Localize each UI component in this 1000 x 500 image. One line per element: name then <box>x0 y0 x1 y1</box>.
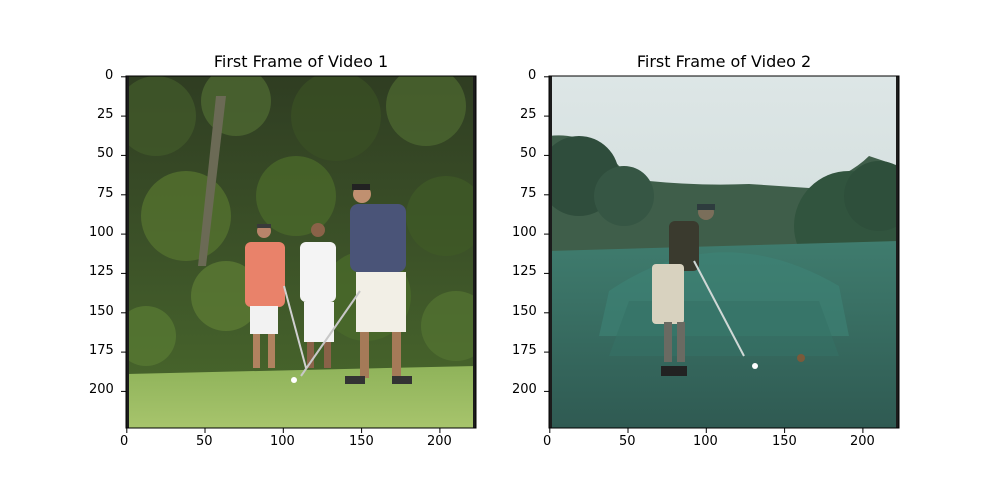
panel-1-x-tick-2: 100 <box>270 434 295 449</box>
panel-2-axes <box>544 75 900 433</box>
panel-2-y-tick-0: 0 <box>528 68 537 83</box>
panel-1-y-tick-8: 200 <box>89 382 114 397</box>
panel-2-y-tick-4: 100 <box>512 225 537 240</box>
panel-1-y-tick-7: 175 <box>89 343 114 358</box>
panel-1-y-tick-0: 0 <box>105 68 114 83</box>
panel-1-title: First Frame of Video 1 <box>213 52 389 71</box>
panel-2-y-tick-6: 150 <box>512 304 537 319</box>
panel-1-y-tick-6: 150 <box>89 304 114 319</box>
panel-2-title: First Frame of Video 2 <box>636 52 812 71</box>
panel-2-x-tick-0: 0 <box>543 434 552 449</box>
panel-1-y-tick-2: 50 <box>97 146 114 161</box>
panel-2-y-tick-7: 175 <box>512 343 537 358</box>
panel-2-x-tick-1: 50 <box>619 434 636 449</box>
panel-2-y-tick-8: 200 <box>512 382 537 397</box>
panel-2-x-tick-2: 100 <box>693 434 718 449</box>
panel-1-y-tick-1: 25 <box>97 107 114 122</box>
panel-1-axes <box>121 75 477 433</box>
panel-2-x-tick-3: 150 <box>772 434 797 449</box>
panel-1-y-tick-3: 75 <box>97 186 114 201</box>
panel-2-image <box>549 76 899 428</box>
panel-2-y-tick-5: 125 <box>512 264 537 279</box>
panel-2-y-tick-1: 25 <box>520 107 537 122</box>
panel-1-y-tick-4: 100 <box>89 225 114 240</box>
panel-1-x-tick-0: 0 <box>120 434 129 449</box>
panel-1-x-tick-4: 200 <box>427 434 452 449</box>
panel-1-x-tick-3: 150 <box>349 434 374 449</box>
panel-2-y-tick-3: 75 <box>520 186 537 201</box>
panel-2-x-tick-4: 200 <box>850 434 875 449</box>
panel-2-y-tick-2: 50 <box>520 146 537 161</box>
panel-1-image <box>126 76 476 428</box>
panel-1-x-tick-1: 50 <box>196 434 213 449</box>
panel-1-y-tick-5: 125 <box>89 264 114 279</box>
